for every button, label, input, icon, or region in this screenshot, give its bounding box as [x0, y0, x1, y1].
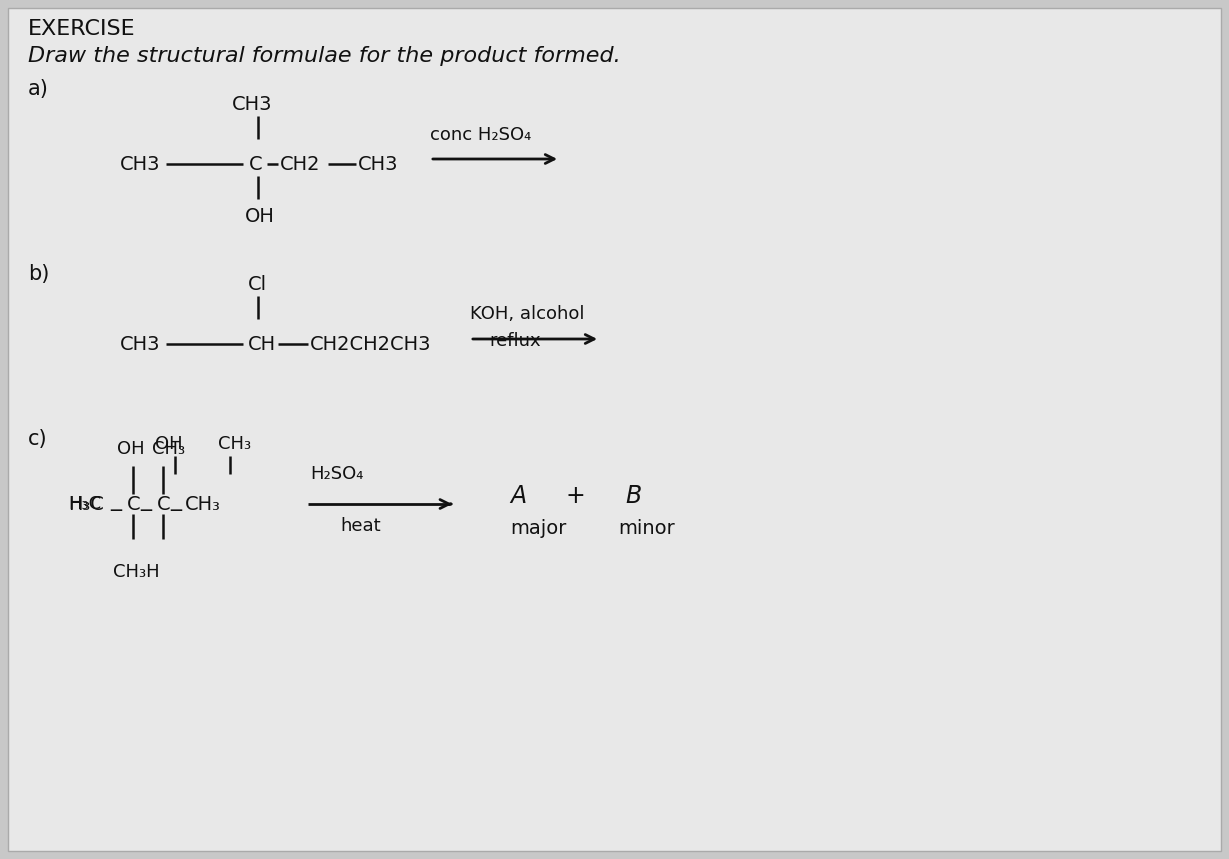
- Text: a): a): [28, 79, 49, 99]
- Text: Draw the structural formulae for the product formed.: Draw the structural formulae for the pro…: [28, 46, 621, 66]
- Text: minor: minor: [618, 520, 675, 539]
- Text: CH₃: CH₃: [218, 435, 251, 453]
- Text: CH3: CH3: [358, 155, 398, 174]
- Text: b): b): [28, 264, 49, 284]
- Text: c): c): [28, 429, 48, 449]
- Text: C: C: [127, 495, 140, 514]
- Text: CH₃H: CH₃H: [113, 563, 160, 581]
- Text: OH: OH: [245, 206, 275, 226]
- Text: _: _: [140, 491, 151, 511]
- Text: Cl: Cl: [248, 275, 267, 294]
- Text: H₃C: H₃C: [68, 495, 101, 513]
- Text: CH₃: CH₃: [152, 440, 186, 458]
- Text: EXERCISE: EXERCISE: [28, 19, 135, 39]
- Text: _: _: [111, 491, 120, 511]
- Text: H₃C: H₃C: [68, 495, 104, 514]
- Text: major: major: [510, 520, 567, 539]
- Text: CH3: CH3: [120, 155, 161, 174]
- Text: C: C: [249, 155, 263, 174]
- Text: conc H₂SO₄: conc H₂SO₄: [430, 126, 531, 144]
- Text: CH3: CH3: [120, 334, 161, 354]
- Text: B: B: [626, 484, 642, 508]
- Text: _: _: [170, 491, 181, 511]
- Text: CH₃: CH₃: [186, 495, 221, 514]
- Text: CH2CH2CH3: CH2CH2CH3: [310, 334, 431, 354]
- Text: CH3: CH3: [232, 94, 273, 113]
- Text: +: +: [567, 484, 586, 508]
- Text: H₂SO₄: H₂SO₄: [310, 465, 364, 483]
- Text: OH: OH: [117, 440, 145, 458]
- Text: C: C: [157, 495, 171, 514]
- Text: reflux: reflux: [489, 332, 541, 350]
- Text: CH: CH: [248, 334, 277, 354]
- Text: OH: OH: [155, 435, 183, 453]
- Text: A: A: [510, 484, 526, 508]
- Text: KOH, alcohol: KOH, alcohol: [469, 305, 585, 323]
- FancyBboxPatch shape: [9, 8, 1220, 851]
- Text: CH2: CH2: [280, 155, 321, 174]
- Text: heat: heat: [340, 517, 381, 535]
